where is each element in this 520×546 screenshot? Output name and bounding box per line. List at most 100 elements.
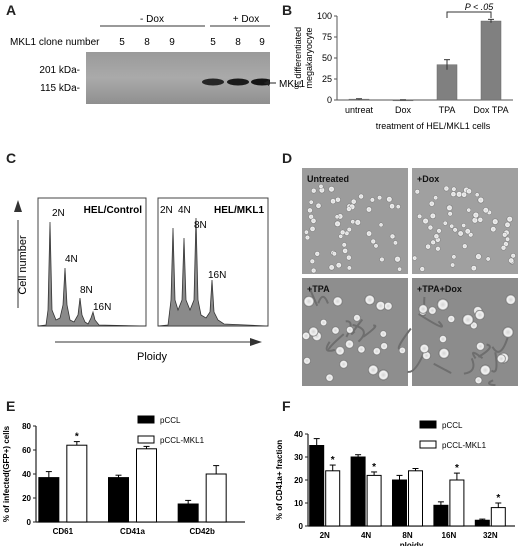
b-category-label: TPA	[439, 105, 456, 115]
cell	[350, 198, 357, 205]
b-significance-bracket	[446, 11, 492, 18]
panel-d-letter: D	[282, 150, 293, 166]
cell-process	[345, 320, 352, 338]
control-peak-8n: 8N	[80, 285, 93, 296]
cell	[479, 364, 491, 376]
cell	[346, 227, 352, 232]
cell	[308, 199, 314, 205]
cell	[451, 186, 457, 192]
cell	[450, 262, 455, 268]
b-ylabel-line2: megakaryocyte	[304, 27, 314, 88]
cell	[430, 239, 436, 245]
cell	[308, 214, 314, 220]
cell	[466, 188, 472, 195]
bar-pccl	[108, 477, 129, 523]
cell	[358, 193, 364, 200]
cell	[318, 184, 324, 189]
cell	[506, 216, 513, 223]
y-tick-label: 40	[22, 470, 31, 479]
significance-star: *	[372, 462, 376, 473]
tile-label-dox: +Dox	[417, 174, 439, 184]
cell	[436, 228, 442, 234]
cell-process	[491, 335, 510, 353]
cell	[366, 230, 372, 237]
plus-dox-label: + Dox	[233, 14, 259, 25]
cell	[428, 306, 437, 315]
cell	[496, 354, 506, 364]
micrograph-dox	[412, 168, 518, 274]
bar-pccl	[309, 445, 325, 527]
cell	[451, 254, 457, 260]
cell	[330, 198, 336, 205]
cell	[342, 248, 348, 254]
cell	[418, 304, 428, 314]
cell-process	[362, 324, 377, 338]
marker-115-label: 115 kDa-	[40, 83, 80, 94]
cell	[482, 207, 489, 214]
bar-pccl-mkl1	[490, 507, 506, 527]
bar-pccl-mkl1	[366, 474, 382, 527]
cell	[485, 256, 491, 262]
cell	[474, 309, 485, 321]
b-pvalue-label: P < .05	[465, 2, 494, 12]
b-category-label: untreat	[345, 105, 374, 115]
cell	[354, 219, 361, 226]
cell	[462, 313, 474, 326]
cell-process	[317, 295, 329, 304]
panel-f-chart: 0 10 20 30 40 % of CD41a+ fraction * 2N * 4N 8N * 16…	[275, 420, 515, 546]
significance-star: *	[75, 432, 79, 443]
b-ylabel-line1: % differentiated	[293, 27, 303, 89]
cell	[464, 228, 471, 235]
cell	[389, 233, 396, 240]
panel-b-letter: B	[282, 2, 293, 18]
control-peak-2n: 2N	[52, 208, 65, 219]
cell	[335, 346, 345, 356]
panel-f-letter: F	[282, 398, 291, 414]
cell	[428, 200, 435, 207]
cell	[341, 242, 347, 248]
cell	[344, 339, 354, 349]
mkl1-band	[202, 78, 224, 86]
mkl1-band	[227, 78, 249, 86]
cell	[510, 253, 516, 259]
mkl1-title: HEL/MKL1	[214, 205, 264, 216]
cell	[310, 218, 317, 224]
legend-swatch	[137, 435, 155, 444]
cell	[452, 227, 458, 233]
micrograph-tpa-dox	[412, 278, 518, 386]
cell-process	[350, 318, 364, 335]
mkl1-band-label: MKL1	[279, 79, 306, 90]
cell-process	[417, 313, 443, 328]
cell	[422, 351, 431, 360]
cell-process	[463, 357, 475, 375]
cell	[346, 206, 352, 212]
cell	[457, 230, 464, 237]
cell	[328, 186, 335, 193]
cell	[366, 206, 372, 213]
x-axis-arrow	[250, 338, 262, 346]
cell	[470, 265, 477, 272]
cell	[339, 359, 348, 369]
mkl1-peak-4n: 4N	[178, 205, 191, 216]
cell	[379, 257, 385, 262]
cell	[446, 204, 453, 211]
category-label: CD61	[53, 527, 74, 536]
cell	[477, 217, 484, 223]
bar-pccl-mkl1	[205, 473, 227, 523]
control-title: HEL/Control	[84, 205, 143, 216]
panel-c-letter: C	[6, 150, 17, 166]
cell	[364, 294, 375, 306]
control-peak-4n: 4N	[65, 254, 78, 265]
cell-number-label: Cell number	[17, 235, 29, 295]
bar-pccl	[38, 477, 60, 523]
tile-label-untreated: Untreated	[307, 174, 349, 184]
tile-label-tpa: +TPA	[307, 284, 330, 294]
cell	[393, 240, 398, 246]
panel-a-letter: A	[6, 2, 17, 18]
cell	[346, 326, 354, 334]
cell-process	[327, 333, 345, 351]
clone-label-5: 8	[235, 37, 241, 48]
cell	[331, 251, 337, 257]
category-label: 2N	[320, 531, 330, 540]
cell	[449, 223, 454, 229]
